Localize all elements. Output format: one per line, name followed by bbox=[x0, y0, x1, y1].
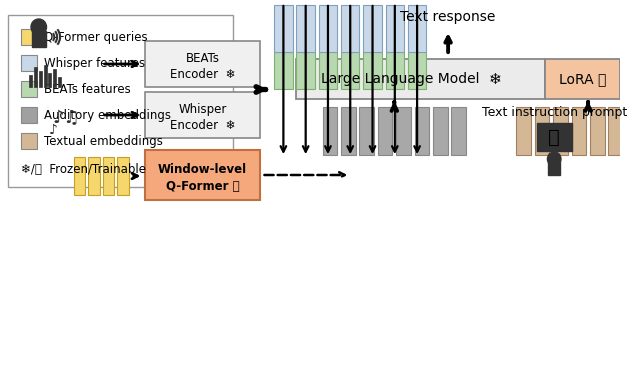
Text: Text instruction prompt: Text instruction prompt bbox=[481, 105, 627, 119]
FancyBboxPatch shape bbox=[364, 5, 381, 52]
Text: ♪♫: ♪♫ bbox=[52, 109, 80, 127]
FancyBboxPatch shape bbox=[39, 71, 42, 87]
FancyBboxPatch shape bbox=[88, 157, 100, 195]
FancyBboxPatch shape bbox=[341, 52, 360, 89]
Text: Encoder  ❄️: Encoder ❄️ bbox=[170, 68, 236, 80]
FancyBboxPatch shape bbox=[8, 15, 232, 187]
FancyBboxPatch shape bbox=[145, 41, 260, 87]
FancyBboxPatch shape bbox=[386, 5, 404, 52]
FancyBboxPatch shape bbox=[360, 107, 374, 155]
FancyBboxPatch shape bbox=[341, 107, 356, 155]
FancyBboxPatch shape bbox=[545, 59, 620, 99]
Text: Whisper features: Whisper features bbox=[44, 57, 145, 70]
FancyBboxPatch shape bbox=[58, 77, 61, 87]
FancyBboxPatch shape bbox=[319, 52, 337, 89]
FancyBboxPatch shape bbox=[609, 107, 623, 155]
FancyBboxPatch shape bbox=[323, 107, 337, 155]
FancyBboxPatch shape bbox=[572, 107, 586, 155]
FancyBboxPatch shape bbox=[117, 157, 129, 195]
FancyBboxPatch shape bbox=[408, 5, 426, 52]
Text: ♪: ♪ bbox=[49, 123, 58, 137]
FancyBboxPatch shape bbox=[296, 59, 545, 99]
FancyBboxPatch shape bbox=[296, 5, 315, 52]
FancyBboxPatch shape bbox=[378, 107, 392, 155]
FancyBboxPatch shape bbox=[415, 107, 429, 155]
FancyBboxPatch shape bbox=[49, 73, 51, 87]
Text: Whisper: Whisper bbox=[179, 103, 227, 116]
Text: Large Language Model: Large Language Model bbox=[321, 72, 480, 86]
Text: Encoder  ❄️: Encoder ❄️ bbox=[170, 119, 236, 132]
FancyBboxPatch shape bbox=[433, 107, 447, 155]
FancyBboxPatch shape bbox=[145, 92, 260, 138]
FancyBboxPatch shape bbox=[408, 52, 426, 89]
FancyBboxPatch shape bbox=[627, 107, 640, 155]
FancyBboxPatch shape bbox=[319, 5, 337, 52]
FancyBboxPatch shape bbox=[364, 52, 381, 89]
Text: BEATs: BEATs bbox=[186, 52, 220, 65]
Text: Window-level: Window-level bbox=[158, 162, 247, 176]
FancyBboxPatch shape bbox=[21, 107, 37, 123]
FancyBboxPatch shape bbox=[21, 29, 37, 45]
Text: Q-Former 🔥: Q-Former 🔥 bbox=[166, 179, 239, 192]
Text: Auditory embeddings: Auditory embeddings bbox=[44, 109, 171, 122]
FancyBboxPatch shape bbox=[32, 31, 45, 47]
FancyBboxPatch shape bbox=[274, 52, 292, 89]
FancyBboxPatch shape bbox=[341, 5, 360, 52]
FancyBboxPatch shape bbox=[34, 67, 37, 87]
FancyBboxPatch shape bbox=[74, 157, 85, 195]
FancyBboxPatch shape bbox=[296, 52, 315, 89]
Text: 💡: 💡 bbox=[548, 127, 560, 147]
FancyBboxPatch shape bbox=[553, 107, 568, 155]
FancyBboxPatch shape bbox=[29, 75, 32, 87]
FancyBboxPatch shape bbox=[44, 65, 47, 87]
FancyBboxPatch shape bbox=[396, 107, 411, 155]
FancyBboxPatch shape bbox=[386, 52, 404, 89]
FancyBboxPatch shape bbox=[537, 123, 572, 151]
FancyBboxPatch shape bbox=[451, 107, 466, 155]
Text: Textual embeddings: Textual embeddings bbox=[44, 134, 163, 147]
Circle shape bbox=[31, 19, 47, 35]
FancyBboxPatch shape bbox=[274, 5, 292, 52]
FancyBboxPatch shape bbox=[590, 107, 605, 155]
Text: LoRA 🔥: LoRA 🔥 bbox=[559, 72, 607, 86]
Text: ❄️: ❄️ bbox=[489, 72, 502, 87]
Circle shape bbox=[547, 152, 561, 166]
FancyBboxPatch shape bbox=[21, 55, 37, 71]
FancyBboxPatch shape bbox=[516, 107, 531, 155]
Text: Text response: Text response bbox=[401, 10, 496, 24]
FancyBboxPatch shape bbox=[548, 161, 560, 175]
FancyBboxPatch shape bbox=[21, 81, 37, 97]
FancyBboxPatch shape bbox=[53, 69, 56, 87]
FancyBboxPatch shape bbox=[102, 157, 115, 195]
Text: ❄️/🔥  Frozen/Trainable: ❄️/🔥 Frozen/Trainable bbox=[21, 163, 147, 176]
FancyBboxPatch shape bbox=[145, 150, 260, 200]
Text: BEATs features: BEATs features bbox=[44, 82, 131, 95]
Text: Q-Former queries: Q-Former queries bbox=[44, 30, 147, 44]
FancyBboxPatch shape bbox=[535, 107, 549, 155]
FancyBboxPatch shape bbox=[21, 133, 37, 149]
